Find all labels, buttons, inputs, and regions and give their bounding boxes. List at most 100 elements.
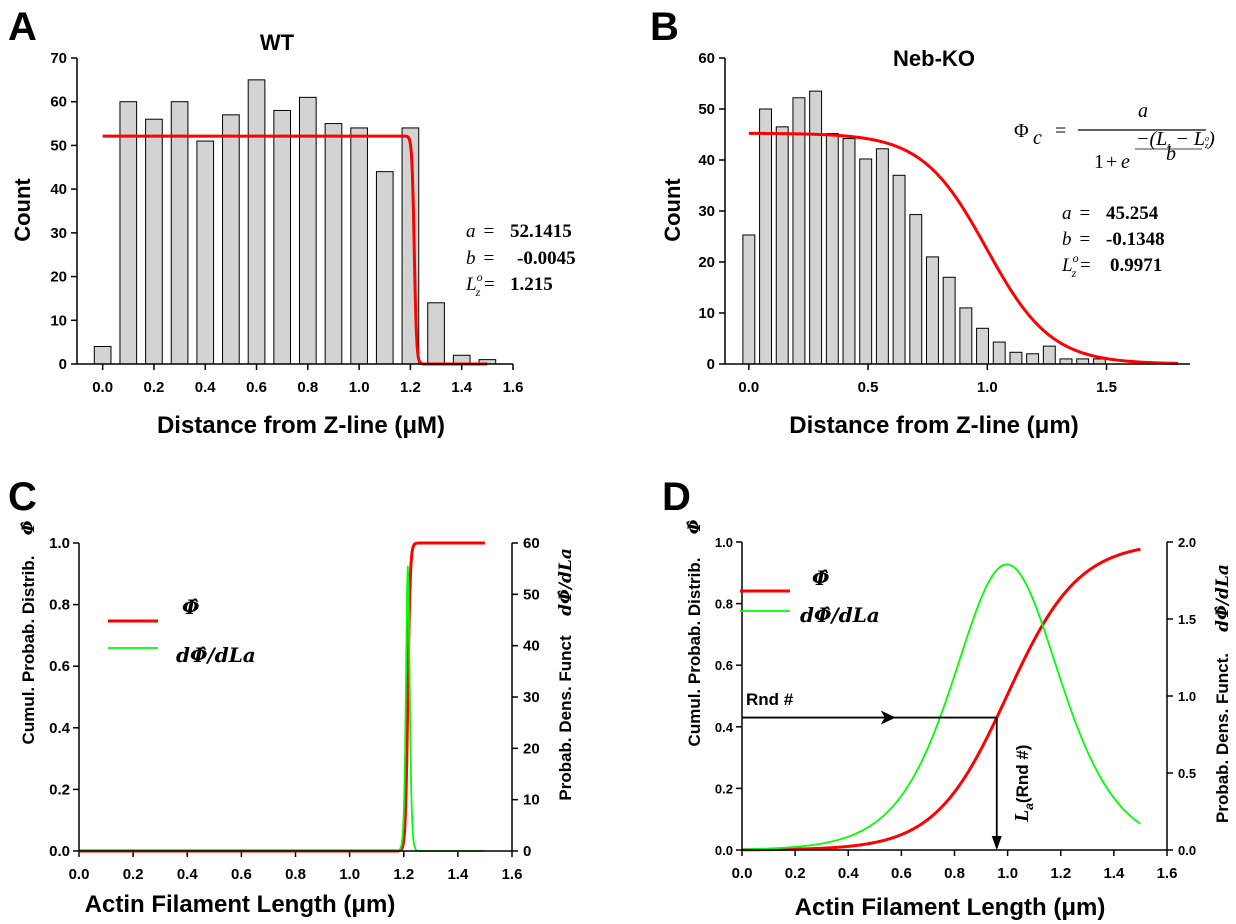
y-tick-label: 20 — [50, 269, 67, 286]
legend-pdf-label: dΦ̂/dLa — [800, 603, 880, 627]
param-l-symbol: Lo z — [1061, 251, 1079, 280]
pdf-line — [79, 565, 485, 852]
panel-d: D 0.0 0.2 0.4 0.6 0.8 1.0 0.0 0.5 1.0 1.5 2.0 0.0… — [662, 475, 1233, 921]
left-y-tick-label: 0.0 — [49, 843, 70, 860]
left-y-tick-label: 0.6 — [49, 658, 70, 675]
la-label: La(Rnd #) — [1011, 745, 1036, 823]
param-l-eq: = — [484, 274, 495, 295]
x-tick-label: 1.4 — [447, 866, 469, 883]
left-y-axis-ticks: 0.0 0.2 0.4 0.6 0.8 1.0 — [49, 535, 79, 860]
param-b-value: -0.0045 — [517, 248, 576, 269]
formula-eq: = — [1055, 120, 1066, 142]
legend-pdf-label: dΦ̂/dLa — [176, 643, 256, 667]
histogram-bar — [273, 109, 292, 365]
left-y-axis-ticks: 0.0 0.2 0.4 0.6 0.8 1.0 — [715, 535, 742, 858]
histogram-bar — [350, 127, 368, 365]
x-tick-label: 0.2 — [123, 866, 144, 883]
param-b-symbol: b — [1062, 229, 1072, 250]
x-tick-label: 0.0 — [732, 865, 753, 882]
right-y-tick-label: 2.0 — [1178, 535, 1196, 550]
x-tick-label: 0.4 — [838, 865, 860, 882]
panel-b: B Neb-KO 0 10 20 30 40 50 60 0.0 0.5 1.0 1.5 Dist… — [650, 5, 1215, 439]
formula-exponent-top: −(Lz − Lo z) — [1136, 128, 1215, 150]
left-y-axis-label: Cumul. Probab. Distrib. — [19, 556, 38, 745]
formula-exponent-bottom: b — [1166, 143, 1176, 165]
fit-formula: Φ c = a 1 + e −(Lz − Lo z) b — [1014, 100, 1215, 173]
y-tick-label: 50 — [698, 101, 715, 118]
chart-title-wt: WT — [260, 30, 295, 55]
histogram-bar — [145, 118, 163, 365]
left-y-tick-label: 1.0 — [715, 535, 733, 550]
right-y-tick-label: 0.0 — [1178, 843, 1196, 858]
x-axis-ticks: 0.0 0.2 0.4 0.6 0.8 1.0 1.2 1.4 1.6 — [732, 850, 1178, 882]
panel-letter-b: B — [650, 5, 679, 49]
right-y-axis-label: Probab. Dens. Funct — [556, 635, 575, 801]
sigmoid-fit-line — [748, 131, 1179, 365]
bar-series — [742, 90, 1106, 365]
left-y-tick-label: 0.0 — [715, 843, 733, 858]
x-axis-label: Actin Filament Length (μm) — [795, 894, 1106, 921]
param-b-eq: = — [1080, 229, 1091, 250]
histogram-bar — [375, 171, 394, 365]
param-b-eq: = — [484, 248, 495, 269]
x-tick-label: 1.2 — [393, 866, 414, 883]
right-y-axis-symbol: dΦ̂/dLa — [1213, 564, 1233, 632]
param-l-eq: = — [1080, 255, 1091, 276]
svg-text:a=: a = — [466, 221, 494, 242]
left-y-tick-label: 0.2 — [715, 781, 733, 796]
param-l-value: 0.9971 — [1110, 255, 1162, 276]
y-tick-label: 40 — [50, 181, 67, 198]
y-tick-label: 20 — [698, 254, 715, 271]
histogram-bar — [222, 114, 240, 365]
histogram-bar — [926, 256, 939, 365]
x-tick-label: 1.4 — [451, 379, 473, 396]
y-tick-label: 10 — [50, 312, 67, 329]
x-axis-ticks: 0.0 0.2 0.4 0.6 0.8 1.0 1.2 1.4 1.6 — [69, 851, 522, 883]
histogram-bar — [427, 302, 445, 365]
y-axis-ticks: 0 10 20 30 40 50 60 — [698, 50, 725, 373]
x-tick-label: 1.6 — [1157, 865, 1178, 882]
histogram-bar — [992, 341, 1006, 365]
histogram-bar — [959, 307, 973, 365]
x-tick-label: 0.0 — [92, 379, 113, 396]
histogram-bar — [759, 108, 772, 365]
x-tick-label: 0.2 — [144, 379, 165, 396]
right-y-tick-label: 1.5 — [1178, 612, 1196, 627]
left-y-axis-symbol: Φ̂ — [685, 519, 705, 534]
legend: Φ̂ dΦ̂/dLa — [740, 566, 880, 627]
rnd-label: Rnd # — [746, 690, 794, 709]
param-a-symbol: a — [466, 221, 476, 242]
legend-cdf-label: Φ̂ — [812, 566, 830, 590]
y-tick-label: 70 — [50, 50, 67, 67]
left-y-tick-label: 0.4 — [49, 720, 71, 737]
right-y-tick-label: 30 — [523, 689, 540, 706]
param-b-symbol: b — [466, 248, 476, 269]
histogram-bar — [976, 327, 989, 365]
right-y-tick-label: 0 — [523, 843, 531, 860]
y-tick-label: 60 — [50, 94, 67, 111]
histogram-bar — [1059, 358, 1073, 365]
x-tick-label: 0.4 — [195, 379, 217, 396]
histogram-bar — [247, 79, 266, 365]
right-y-tick-label: 60 — [523, 535, 540, 552]
histogram-bar — [1026, 353, 1040, 365]
left-y-tick-label: 1.0 — [49, 535, 70, 552]
param-a-eq: = — [484, 221, 495, 242]
left-y-tick-label: 0.6 — [715, 658, 733, 673]
histogram-bar — [170, 101, 189, 365]
formula-phi-sub: c — [1033, 127, 1042, 149]
y-tick-label: 60 — [698, 50, 715, 67]
param-a-eq: = — [1080, 203, 1091, 224]
param-a-value: 52.1415 — [510, 221, 572, 242]
right-y-axis-label: Probab. Dens. Funct. — [1213, 653, 1232, 823]
legend-cdf-label: Φ̂ — [182, 595, 200, 619]
x-tick-label: 1.0 — [349, 379, 370, 396]
x-tick-label: 0.0 — [738, 379, 759, 396]
histogram-bar — [775, 126, 789, 365]
histogram-bar — [892, 174, 906, 365]
formula-one: 1 — [1094, 151, 1104, 173]
cdf-line — [79, 541, 485, 853]
x-tick-label: 1.2 — [1050, 865, 1071, 882]
right-y-tick-label: 40 — [523, 638, 540, 655]
